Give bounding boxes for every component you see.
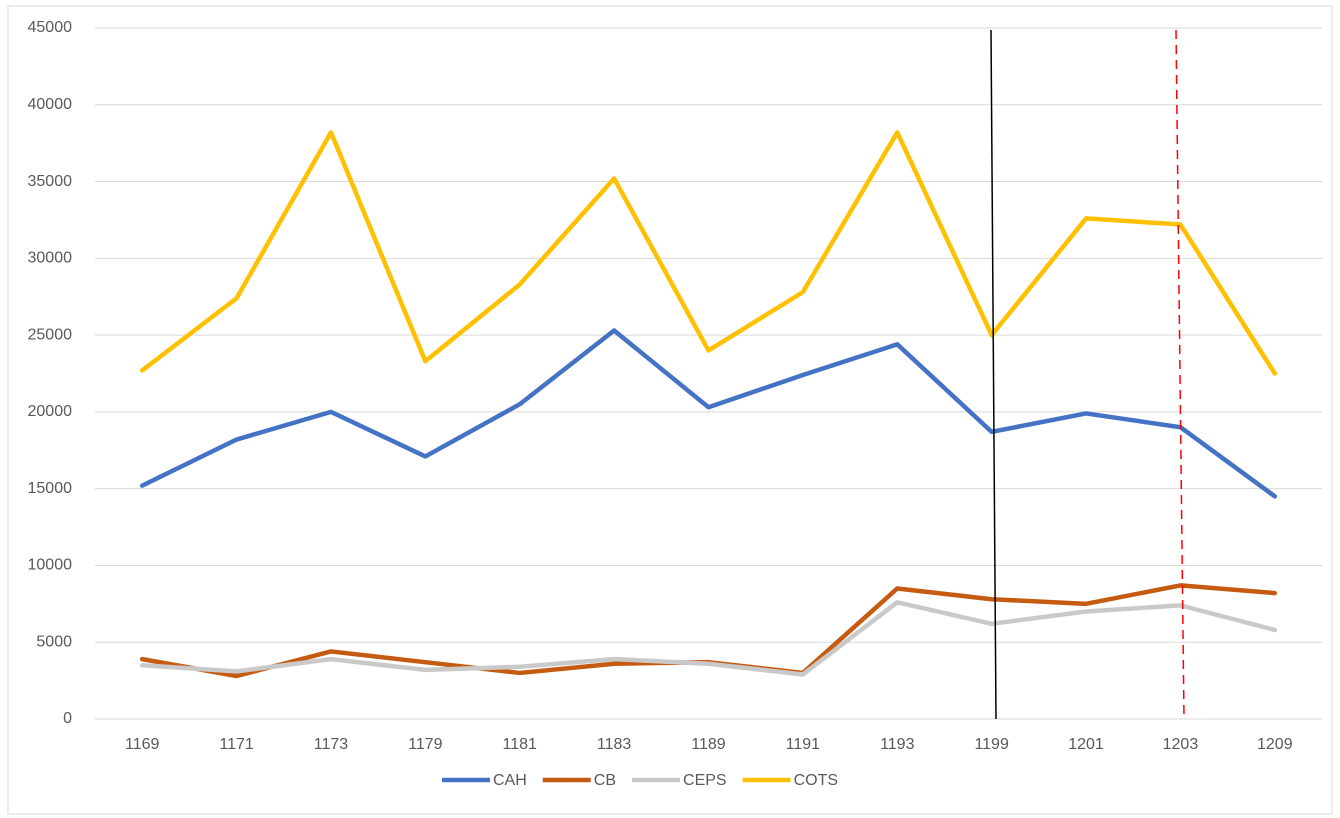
grid: 0 5000 10000 15000 20000 25000 30000 35000 40000… xyxy=(28,19,1322,753)
y-tick-label: 15000 xyxy=(28,480,73,497)
y-tick-label: 40000 xyxy=(28,96,73,113)
y-tick-label: 0 xyxy=(63,710,72,727)
x-tick-label: 1181 xyxy=(503,736,538,753)
x-tick-label: 1169 xyxy=(125,736,160,753)
x-tick-label: 1183 xyxy=(597,736,632,753)
marker-line xyxy=(990,29,997,720)
series-line xyxy=(139,600,1278,677)
x-tick-label: 1209 xyxy=(1257,736,1293,753)
legend-label: CEPS xyxy=(683,772,727,789)
x-tick-label: 1171 xyxy=(219,736,254,753)
chart-border xyxy=(7,5,1333,815)
x-tick-label: 1199 xyxy=(974,736,1009,753)
y-tick-label: 30000 xyxy=(28,250,73,267)
y-tick-label: 10000 xyxy=(28,557,73,574)
x-tick-label: 1193 xyxy=(880,736,915,753)
marker-line-dashed xyxy=(1175,29,1185,720)
series-line xyxy=(139,328,1278,499)
series-line xyxy=(139,130,1278,376)
x-tick-label: 1201 xyxy=(1068,736,1104,753)
legend: CAH CB CEPS COTS xyxy=(442,772,838,789)
y-tick-label: 35000 xyxy=(28,173,73,190)
lines xyxy=(139,130,1278,679)
x-tick-label: 1173 xyxy=(314,736,349,753)
x-tick-label: 1191 xyxy=(786,736,821,753)
y-tick-label: 45000 xyxy=(28,19,73,36)
x-tick-label: 1203 xyxy=(1163,736,1199,753)
y-tick-label: 25000 xyxy=(28,326,73,343)
legend-label: CAH xyxy=(493,772,527,789)
x-tick-label: 1189 xyxy=(691,736,726,753)
y-tick-label: 5000 xyxy=(36,633,72,650)
x-tick-label: 1179 xyxy=(408,736,443,753)
legend-label: CB xyxy=(594,772,616,789)
y-tick-label: 20000 xyxy=(28,403,73,420)
legend-label: COTS xyxy=(794,772,838,789)
